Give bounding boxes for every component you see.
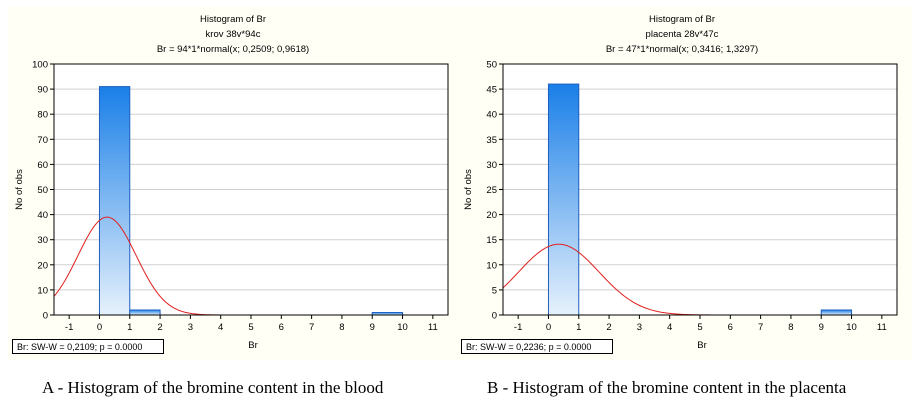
y-tick-label: 5 (492, 285, 497, 296)
histogram-blood-svg: Histogram of Br krov 38v*94c Br = 94*1*nor… (12, 14, 449, 354)
stats-label: Br: SW-W = 0,2109; p = 0.0000 (17, 342, 142, 352)
y-tick-label: 25 (486, 185, 497, 196)
stats-box (12, 339, 164, 354)
histogram-bar (820, 309, 853, 316)
y-axis-label: No of obs (463, 169, 474, 210)
caption-blood: A - Histogram of the bromine content in … (42, 378, 384, 397)
histogram-placenta-svg: Histogram of Br placenta 28v*47c Br = 47*1… (461, 14, 898, 354)
histogram-panel-placenta: Histogram of Br placenta 28v*47c Br = 47*1… (457, 6, 912, 360)
y-tick-label: 30 (37, 235, 48, 246)
x-tick-label: 6 (728, 322, 733, 333)
y-tick-label: 40 (37, 210, 48, 221)
x-tick-label: 3 (188, 322, 193, 333)
y-tick-label: 10 (37, 285, 48, 296)
y-axis-label: No of obs (14, 169, 25, 210)
x-axis-label: Br (248, 340, 258, 351)
x-tick-label: 2 (606, 322, 611, 333)
chart-fit-label: Br = 47*1*normal(x; 0,3416; 1,3297) (606, 44, 758, 55)
chart-fit-label: Br = 94*1*normal(x; 0,2509; 0,9618) (157, 44, 309, 55)
stats-label: Br: SW-W = 0,2236; p = 0.0000 (466, 342, 591, 352)
x-tick-label: 9 (370, 322, 375, 333)
y-tick-label: 90 (37, 85, 48, 96)
x-tick-label: 3 (637, 322, 642, 333)
x-tick-label: -1 (514, 322, 522, 333)
x-tick-label: 7 (309, 322, 314, 333)
x-tick-label: 0 (97, 322, 102, 333)
y-tick-label: 15 (486, 235, 497, 246)
x-tick-label: 4 (667, 322, 672, 333)
chart-subtitle: krov 38v*94c (206, 29, 261, 40)
y-tick-label: 30 (486, 160, 497, 171)
x-tick-label: 11 (877, 322, 887, 333)
histogram-bar (129, 309, 161, 316)
x-tick-label: 4 (218, 322, 223, 333)
plot-frame (53, 63, 449, 316)
caption-placenta: B - Histogram of the bromine content in … (487, 378, 847, 397)
x-tick-label: 1 (127, 322, 132, 333)
x-axis-label: Br (697, 340, 707, 351)
chart-subtitle: placenta 28v*47c (646, 29, 719, 40)
x-tick-label: -1 (65, 322, 73, 333)
x-tick-label: 8 (788, 322, 793, 333)
x-tick-label: 7 (758, 322, 763, 333)
y-tick-label: 60 (37, 160, 48, 171)
y-tick-label: 45 (486, 85, 497, 96)
y-tick-label: 0 (43, 311, 48, 322)
x-tick-label: 1 (576, 322, 581, 333)
y-tick-label: 100 (32, 60, 48, 71)
y-tick-label: 20 (37, 260, 48, 271)
x-tick-label: 8 (339, 322, 344, 333)
y-tick-label: 0 (492, 311, 497, 322)
y-tick-label: 40 (486, 110, 497, 121)
histogram-panel-blood: Histogram of Br krov 38v*94c Br = 94*1*nor… (8, 6, 463, 360)
y-tick-label: 50 (486, 60, 497, 71)
y-tick-label: 20 (486, 210, 497, 221)
x-tick-label: 11 (428, 322, 438, 333)
y-tick-label: 80 (37, 110, 48, 121)
stats-box (461, 339, 613, 354)
x-tick-label: 0 (546, 322, 551, 333)
y-tick-label: 70 (37, 135, 48, 146)
x-tick-label: 10 (846, 322, 857, 333)
y-tick-label: 35 (486, 135, 497, 146)
x-tick-label: 10 (397, 322, 408, 333)
plot-frame (502, 63, 898, 316)
x-tick-label: 5 (248, 322, 253, 333)
y-tick-label: 10 (486, 260, 497, 271)
x-tick-label: 9 (819, 322, 824, 333)
y-tick-label: 50 (37, 185, 48, 196)
x-tick-label: 2 (157, 322, 162, 333)
x-tick-label: 6 (279, 322, 284, 333)
x-tick-label: 5 (697, 322, 702, 333)
histogram-bar (98, 86, 131, 316)
chart-title: Histogram of Br (200, 14, 266, 25)
chart-title: Histogram of Br (649, 14, 715, 25)
histogram-bar (547, 83, 580, 316)
